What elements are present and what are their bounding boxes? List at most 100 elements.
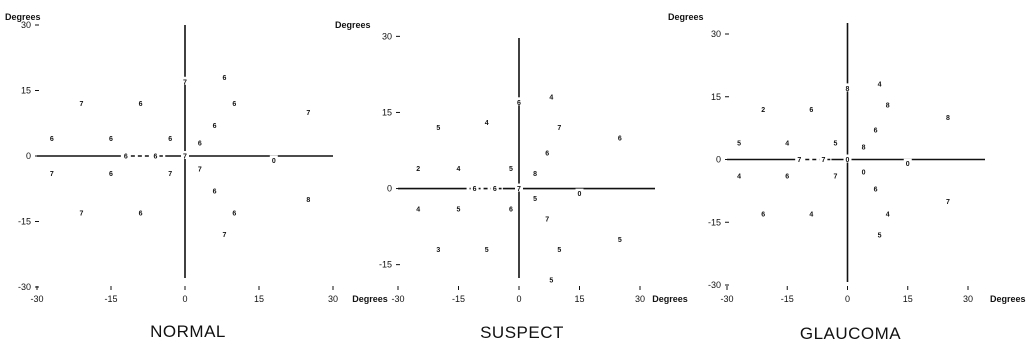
data-point-label: 4 <box>809 211 813 218</box>
point-mask <box>555 122 564 131</box>
data-point-label: 4 <box>485 120 489 127</box>
data-point-label: 6 <box>761 211 765 218</box>
data-point-label: 5 <box>557 247 561 254</box>
data-point-label: 6 <box>153 154 157 161</box>
point-mask <box>843 154 852 163</box>
point-mask <box>903 158 912 167</box>
data-point-label: 7 <box>183 79 187 86</box>
data-point-label: 7 <box>946 199 950 206</box>
point-mask <box>230 207 239 216</box>
point-mask <box>195 137 204 146</box>
data-point-label: 7 <box>557 125 561 132</box>
point-mask <box>47 133 56 142</box>
y-tick-label: 0 <box>716 155 721 165</box>
y-tick-label: -15 <box>18 217 31 227</box>
data-point-label: 4 <box>785 140 789 147</box>
point-mask <box>547 274 556 283</box>
y-axis-label: Degrees <box>335 20 371 30</box>
point-mask <box>166 168 175 177</box>
point-mask <box>615 132 624 141</box>
data-point-label: 6 <box>109 171 113 178</box>
point-mask <box>454 203 463 212</box>
data-point-label: 0 <box>906 161 910 168</box>
data-point-label: 6 <box>50 136 54 143</box>
data-point-label: 5 <box>618 237 622 244</box>
x-tick-label: 0 <box>182 294 187 304</box>
y-tick-label: 30 <box>711 29 721 39</box>
x-tick-label: 30 <box>328 294 338 304</box>
data-point-label: 6 <box>168 136 172 143</box>
point-mask <box>783 171 792 180</box>
y-tick-label: 0 <box>387 184 392 194</box>
point-mask <box>414 163 423 172</box>
data-point-label: 7 <box>168 171 172 178</box>
data-point-label: 7 <box>306 110 310 117</box>
y-tick-label: 30 <box>382 31 392 41</box>
data-point-label: 8 <box>846 86 850 93</box>
point-mask <box>531 168 540 177</box>
point-mask <box>575 188 584 197</box>
x-axis-label: Degrees <box>352 294 388 304</box>
x-tick-label: -15 <box>104 294 117 304</box>
y-axis-label: Degrees <box>5 12 41 22</box>
data-point-label: 7 <box>183 154 187 161</box>
point-mask <box>531 193 540 202</box>
data-point-label: 6 <box>517 100 521 107</box>
data-point-label: 8 <box>946 115 950 122</box>
data-point-label: 6 <box>809 107 813 114</box>
point-mask <box>490 183 499 192</box>
point-mask <box>181 151 189 159</box>
point-mask <box>807 208 816 217</box>
point-mask <box>759 104 768 113</box>
data-point-label: 4 <box>878 82 882 89</box>
point-mask <box>883 100 892 109</box>
data-point-label: 0 <box>846 157 850 164</box>
point-mask <box>166 133 175 142</box>
point-mask <box>943 196 952 205</box>
data-point-label: 0 <box>578 191 582 198</box>
data-point-label: 6 <box>213 188 217 195</box>
point-mask <box>883 208 892 217</box>
x-tick-label: -30 <box>391 294 404 304</box>
x-axis-label-right: Degrees <box>990 294 1026 304</box>
data-point-label: 5 <box>878 232 882 239</box>
data-point-label: 4 <box>737 174 741 181</box>
data-point-label: 6 <box>473 186 477 193</box>
data-point-label: 7 <box>821 157 825 164</box>
point-mask <box>454 163 463 172</box>
x-tick-label: -15 <box>781 294 794 304</box>
data-point-label: 7 <box>79 210 83 217</box>
data-point-label: 5 <box>549 277 553 284</box>
y-axis-label: Degrees <box>668 12 704 22</box>
data-point-label: 7 <box>517 186 521 193</box>
data-point-label: 7 <box>79 101 83 108</box>
data-point-label: 6 <box>232 210 236 217</box>
point-mask <box>871 183 880 192</box>
x-tick-label: 0 <box>516 294 521 304</box>
point-mask <box>107 168 115 177</box>
data-point-label: 2 <box>761 107 765 114</box>
data-point-label: 7 <box>50 171 54 178</box>
panel-title: GLAUCOMA <box>800 324 901 343</box>
point-mask <box>859 141 868 150</box>
point-mask <box>210 185 219 194</box>
data-point-label: 6 <box>139 101 143 108</box>
point-mask <box>859 167 868 176</box>
point-mask <box>735 171 744 180</box>
point-mask <box>506 203 515 212</box>
panel-title: NORMAL <box>150 322 226 341</box>
data-point-label: 6 <box>493 186 497 193</box>
data-point-label: 6 <box>139 210 143 217</box>
point-mask <box>543 213 552 222</box>
point-mask <box>230 98 239 107</box>
data-point-label: 6 <box>874 128 878 135</box>
data-point-label: 7 <box>833 174 837 181</box>
data-point-label: 8 <box>533 171 537 178</box>
data-point-label: 5 <box>485 247 489 254</box>
data-point-label: 5 <box>737 140 741 147</box>
data-point-label: 8 <box>862 144 866 151</box>
y-tick-label: 0 <box>26 151 31 161</box>
data-point-label: 7 <box>545 216 549 223</box>
data-point-label: 6 <box>223 75 227 82</box>
y-tick-label: -30 <box>708 280 721 290</box>
